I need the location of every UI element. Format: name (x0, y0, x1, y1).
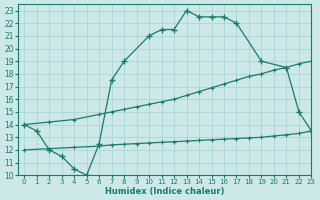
X-axis label: Humidex (Indice chaleur): Humidex (Indice chaleur) (105, 187, 224, 196)
